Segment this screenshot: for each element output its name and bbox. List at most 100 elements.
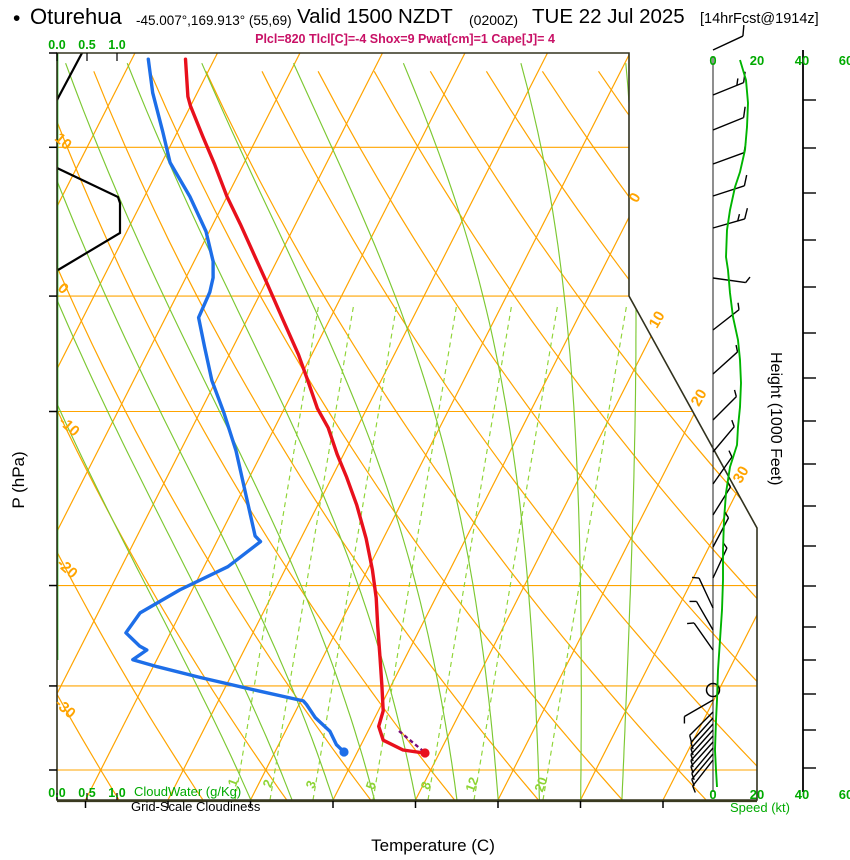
mixing-ratio-line <box>427 302 513 800</box>
wind-speed-curve <box>714 59 749 788</box>
height-tick-label: 10 <box>822 577 841 596</box>
sounding-parameters: Plcl=820 Tlcl[C]=-4 Shox=9 Pwat[cm]=1 Ca… <box>255 32 555 46</box>
pressure-tick-label: 300 <box>19 137 48 157</box>
dry-adiabat-line <box>429 70 757 800</box>
wind-barb <box>690 729 714 762</box>
moist-adiabat-line <box>126 62 417 800</box>
wind-barb <box>712 141 747 165</box>
isotherm-label: 20 <box>688 386 711 409</box>
parcel-path <box>398 730 424 752</box>
dry-adiabat-line <box>261 71 757 800</box>
wind-barb <box>690 723 714 756</box>
wind-barb-shaft <box>712 486 732 516</box>
valid-time: Valid 1500 NZDT <box>297 5 453 28</box>
forecast-run-info: [14hrFcst@1914z] <box>700 11 819 27</box>
isotherm-label: 10 <box>646 308 669 331</box>
isotherm-line <box>662 53 757 800</box>
dry-adiabat-line <box>485 70 757 800</box>
dry-adiabat-line <box>93 71 539 800</box>
height-tick-label: 32 <box>822 91 841 110</box>
wind-barb <box>712 541 728 579</box>
mixing-ratio-line <box>542 302 628 800</box>
isotherm-line <box>84 53 466 800</box>
temperature-tick-label: -20 <box>155 811 181 831</box>
station-bullet-icon: • <box>13 7 21 30</box>
wind-barb <box>712 174 748 197</box>
height-tick-label: 30 <box>822 139 841 158</box>
wind-barb-shaft <box>712 35 744 51</box>
dry-adiabat-line <box>654 70 757 800</box>
wind-barb-feather <box>744 208 749 220</box>
pressure-tick-label: 500 <box>19 401 48 421</box>
wind-barb-shaft <box>689 711 714 736</box>
dry-adiabat-line <box>57 71 120 800</box>
height-tick-label: 20 <box>822 369 841 388</box>
wind-barb-shaft <box>712 547 728 579</box>
mixing-ratio-line <box>372 302 458 800</box>
isotherm-line <box>0 53 52 800</box>
wind-barb-shaft <box>712 351 738 375</box>
isotherm-line <box>57 53 384 800</box>
cloudwater-scale-value: 0.5 <box>78 786 95 800</box>
mixing-ratio-label: 5 <box>362 779 379 791</box>
wind-barb-feather <box>690 760 694 768</box>
pressure-tick-label: 400 <box>19 286 48 306</box>
speed-scale-value-bottom: 20 <box>750 787 764 802</box>
temperature-tick-label: 20 <box>488 811 508 831</box>
dry-adiabat-line <box>317 71 757 800</box>
wind-barb-feather <box>690 742 694 750</box>
background-grid <box>0 53 757 800</box>
mixing-ratio-line <box>234 302 320 800</box>
cloudwater-scale-label: CloudWater (g/Kg) <box>134 784 242 799</box>
wind-barb <box>692 759 714 793</box>
wind-barb-shaft <box>712 517 730 548</box>
temperature-tick-label: -30 <box>72 811 98 831</box>
height-tick-label: 2 <box>822 721 831 740</box>
speed-axis-label: Speed (kt) <box>730 800 790 815</box>
temperature-tick-label: 40 <box>653 811 673 831</box>
wind-barb-shaft <box>684 699 714 718</box>
speed-scale-value-bottom: 0 <box>709 787 716 802</box>
pressure-tick-label: 850 <box>19 676 48 696</box>
dry-adiabat-label: 10 <box>51 130 75 154</box>
isotherm-line <box>57 53 301 800</box>
speed-scale-value-top: 60 <box>839 53 850 68</box>
wind-barb <box>712 450 733 485</box>
wind-barb <box>712 302 740 331</box>
cloudiness-trace <box>57 53 83 101</box>
dry-adiabat-line <box>149 71 623 800</box>
speed-scale-value-top: 0 <box>709 53 716 68</box>
speed-scale-value-bottom: 40 <box>795 787 809 802</box>
wind-barb-shaft <box>712 456 733 485</box>
isotherm-line <box>57 53 136 800</box>
cloudiness-scale-label: Grid-Scale Cloudiness <box>131 799 261 814</box>
frame-outline <box>56 52 758 801</box>
isotherm-line <box>579 53 757 800</box>
moist-adiabat-line <box>292 62 499 800</box>
moist-adiabat-line <box>65 62 375 800</box>
wind-barb <box>687 622 714 651</box>
isotherm-line <box>167 53 549 800</box>
wind-barb-shaft <box>692 759 714 787</box>
cloudwater-scale-value: 0.5 <box>78 38 95 52</box>
dewpoint-surface-dot <box>339 747 349 757</box>
speed-scale-value-top: 20 <box>750 53 764 68</box>
wind-barb-feather <box>690 754 694 762</box>
wind-barb-shaft <box>712 396 737 421</box>
wind-barb-shaft <box>695 601 714 631</box>
profile-traces <box>57 53 430 758</box>
temperature-curve <box>183 57 427 755</box>
wind-barb-feather <box>687 622 695 625</box>
height-tick-label: 0 <box>822 759 831 778</box>
wind-barb-feather <box>692 576 700 579</box>
cloudiness-scale-value: 1.0 <box>108 801 125 815</box>
wind-barb-shaft <box>690 741 714 767</box>
wind-barb-shaft <box>712 116 744 131</box>
wind-barb-feather <box>690 748 694 756</box>
wind-barb-feather <box>688 735 693 743</box>
wind-barb <box>688 711 714 743</box>
